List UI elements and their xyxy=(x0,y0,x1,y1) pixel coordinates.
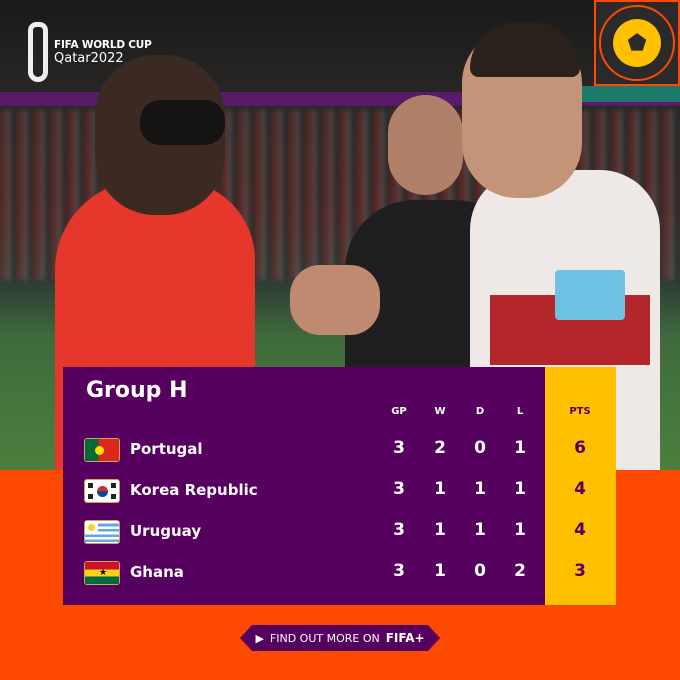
draws: 1 xyxy=(474,520,486,540)
header-d: D xyxy=(475,406,485,417)
losses: 2 xyxy=(514,561,526,581)
wins: 2 xyxy=(434,438,446,458)
uruguay-flag xyxy=(84,520,120,544)
cta-brand: FIFA+ xyxy=(385,631,425,645)
header-gp: GP xyxy=(391,406,407,417)
korea-flag xyxy=(84,479,120,503)
cta-label: FIND OUT MORE ON xyxy=(269,631,380,645)
header-l: L xyxy=(516,406,524,417)
losses: 1 xyxy=(514,520,526,540)
draws: 0 xyxy=(474,561,486,581)
logo-line2: Qatar2022 xyxy=(54,50,124,66)
losses: 1 xyxy=(514,438,526,458)
draws: 1 xyxy=(474,479,486,499)
team-name: Ghana xyxy=(130,563,184,581)
table-row: Uruguay 3 1 1 1 4 xyxy=(0,517,680,547)
table-row: Portugal 3 2 0 1 6 xyxy=(0,435,680,465)
games-played: 3 xyxy=(393,479,405,499)
wins: 1 xyxy=(434,479,446,499)
wins: 1 xyxy=(434,520,446,540)
table-row: Korea Republic 3 1 1 1 4 xyxy=(0,476,680,506)
losses: 1 xyxy=(514,479,526,499)
points: 3 xyxy=(574,561,586,581)
play-icon: ▶ xyxy=(255,631,264,645)
points-column xyxy=(545,367,616,605)
header-pts: PTS xyxy=(569,406,591,417)
points: 4 xyxy=(574,479,586,499)
table-row: ★ Ghana 3 1 0 2 3 xyxy=(0,558,680,588)
portugal-flag xyxy=(84,438,120,462)
team-name: Uruguay xyxy=(130,522,202,540)
logo-line1: FIFA WORLD CUP xyxy=(54,38,152,51)
team-name: Portugal xyxy=(130,440,203,458)
wins: 1 xyxy=(434,561,446,581)
group-title: Group H xyxy=(86,378,188,403)
games-played: 3 xyxy=(393,438,405,458)
team-name: Korea Republic xyxy=(130,481,258,499)
trophy-icon xyxy=(28,22,48,82)
draws: 0 xyxy=(474,438,486,458)
points: 6 xyxy=(574,438,586,458)
football-badge: ⬟ xyxy=(594,0,680,86)
header-w: W xyxy=(434,406,446,417)
games-played: 3 xyxy=(393,561,405,581)
points: 4 xyxy=(574,520,586,540)
world-cup-logo: FIFA WORLD CUP Qatar2022 xyxy=(28,22,152,82)
ghana-flag: ★ xyxy=(84,561,120,585)
find-out-more-button[interactable]: ▶ FIND OUT MORE ON FIFA+ xyxy=(240,625,440,651)
standings-panel xyxy=(63,367,545,605)
games-played: 3 xyxy=(393,520,405,540)
football-icon: ⬟ xyxy=(613,19,661,67)
